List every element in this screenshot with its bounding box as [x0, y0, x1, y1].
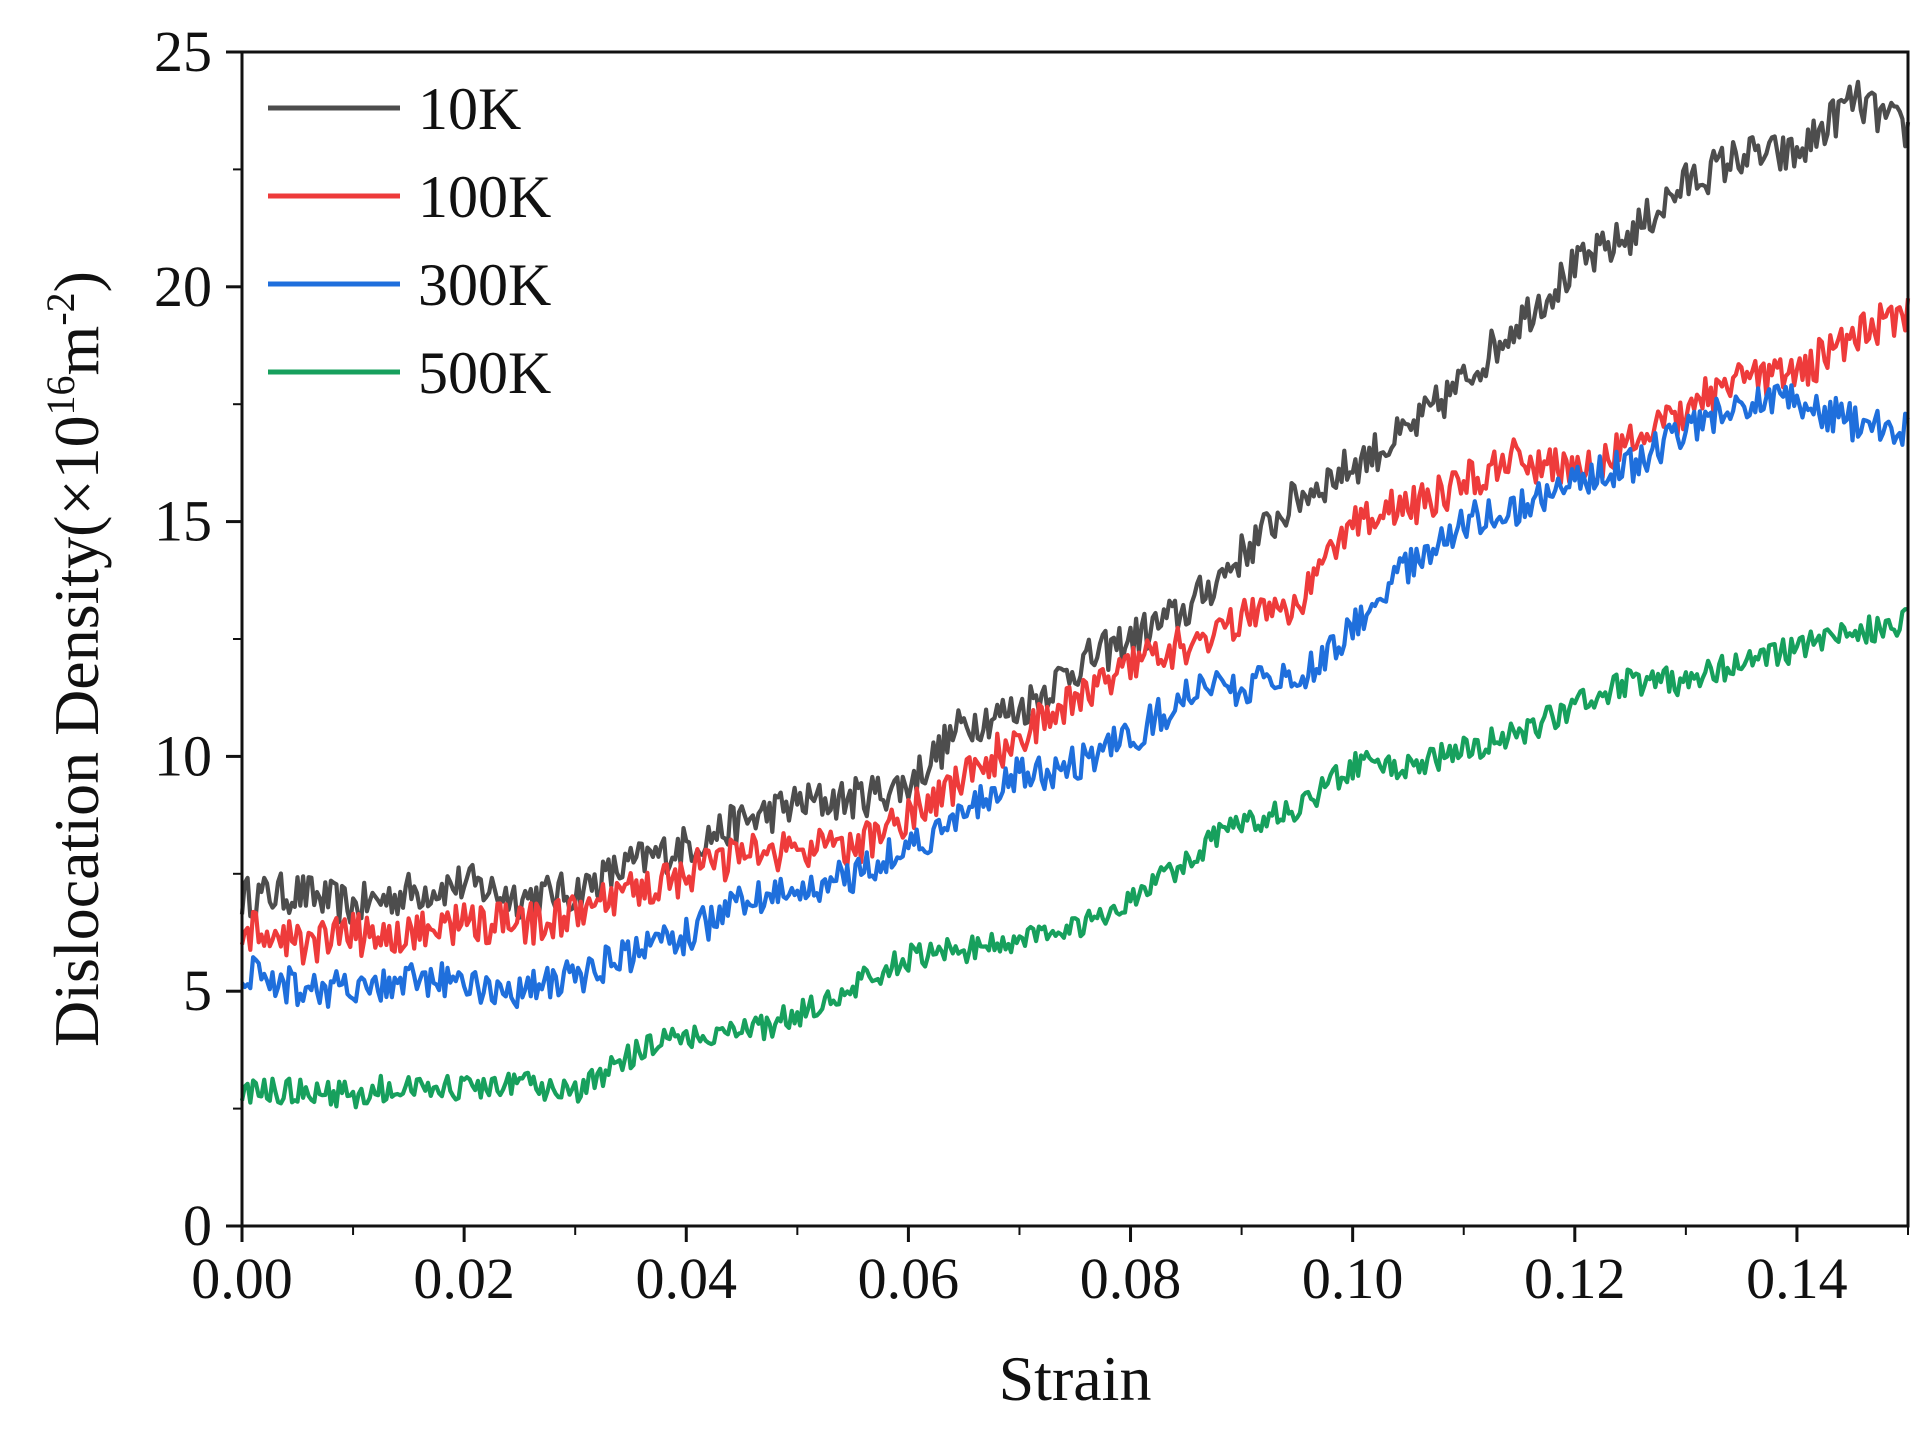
series-line-300k — [240, 383, 1910, 1010]
x-tick-label: 0.00 — [191, 1246, 293, 1311]
y-axis-title-close: ) — [41, 271, 112, 292]
x-tick-label: 0.02 — [413, 1246, 515, 1311]
axis-ticks — [226, 50, 1909, 1242]
tick-labels: 0.00 0.02 0.04 0.06 0.08 0.10 0.12 0.14 0 5 10 15 20… — [154, 19, 1848, 1311]
series-line-500k — [239, 607, 1908, 1110]
legend-label-300k: 300K — [418, 252, 551, 318]
legend-label-100k: 100K — [418, 164, 551, 230]
series-line-100k — [239, 298, 1911, 966]
x-tick-label: 0.06 — [858, 1246, 960, 1311]
x-tick-label: 0.12 — [1524, 1246, 1626, 1311]
y-tick-label: 0 — [183, 1193, 212, 1258]
y-tick-label: 15 — [154, 489, 212, 554]
y-axis-title-main: Dislocation Density(×10 — [41, 415, 112, 1047]
y-axis-title-exp2: -2 — [38, 292, 83, 325]
y-axis-title-unit: m — [41, 326, 112, 376]
legend-label-10k: 10K — [418, 76, 521, 142]
x-tick-label: 0.04 — [636, 1246, 738, 1311]
x-axis-title: Strain — [999, 1343, 1152, 1414]
plot-frame — [240, 50, 1910, 1228]
y-tick-label: 25 — [154, 19, 212, 84]
x-tick-label: 0.14 — [1746, 1246, 1848, 1311]
y-axis-title-exp1: 16 — [38, 375, 83, 415]
legend: 10K 100K 300K 500K — [268, 76, 551, 406]
y-tick-label: 5 — [183, 958, 212, 1023]
legend-label-500k: 500K — [418, 340, 551, 406]
series-lines — [239, 79, 1911, 1110]
y-axis-title: Dislocation Density(×1016m-2) — [38, 271, 112, 1047]
y-tick-label: 10 — [154, 723, 212, 788]
x-tick-label: 0.10 — [1302, 1246, 1404, 1311]
x-tick-label: 0.08 — [1080, 1246, 1182, 1311]
y-tick-label: 20 — [154, 254, 212, 319]
